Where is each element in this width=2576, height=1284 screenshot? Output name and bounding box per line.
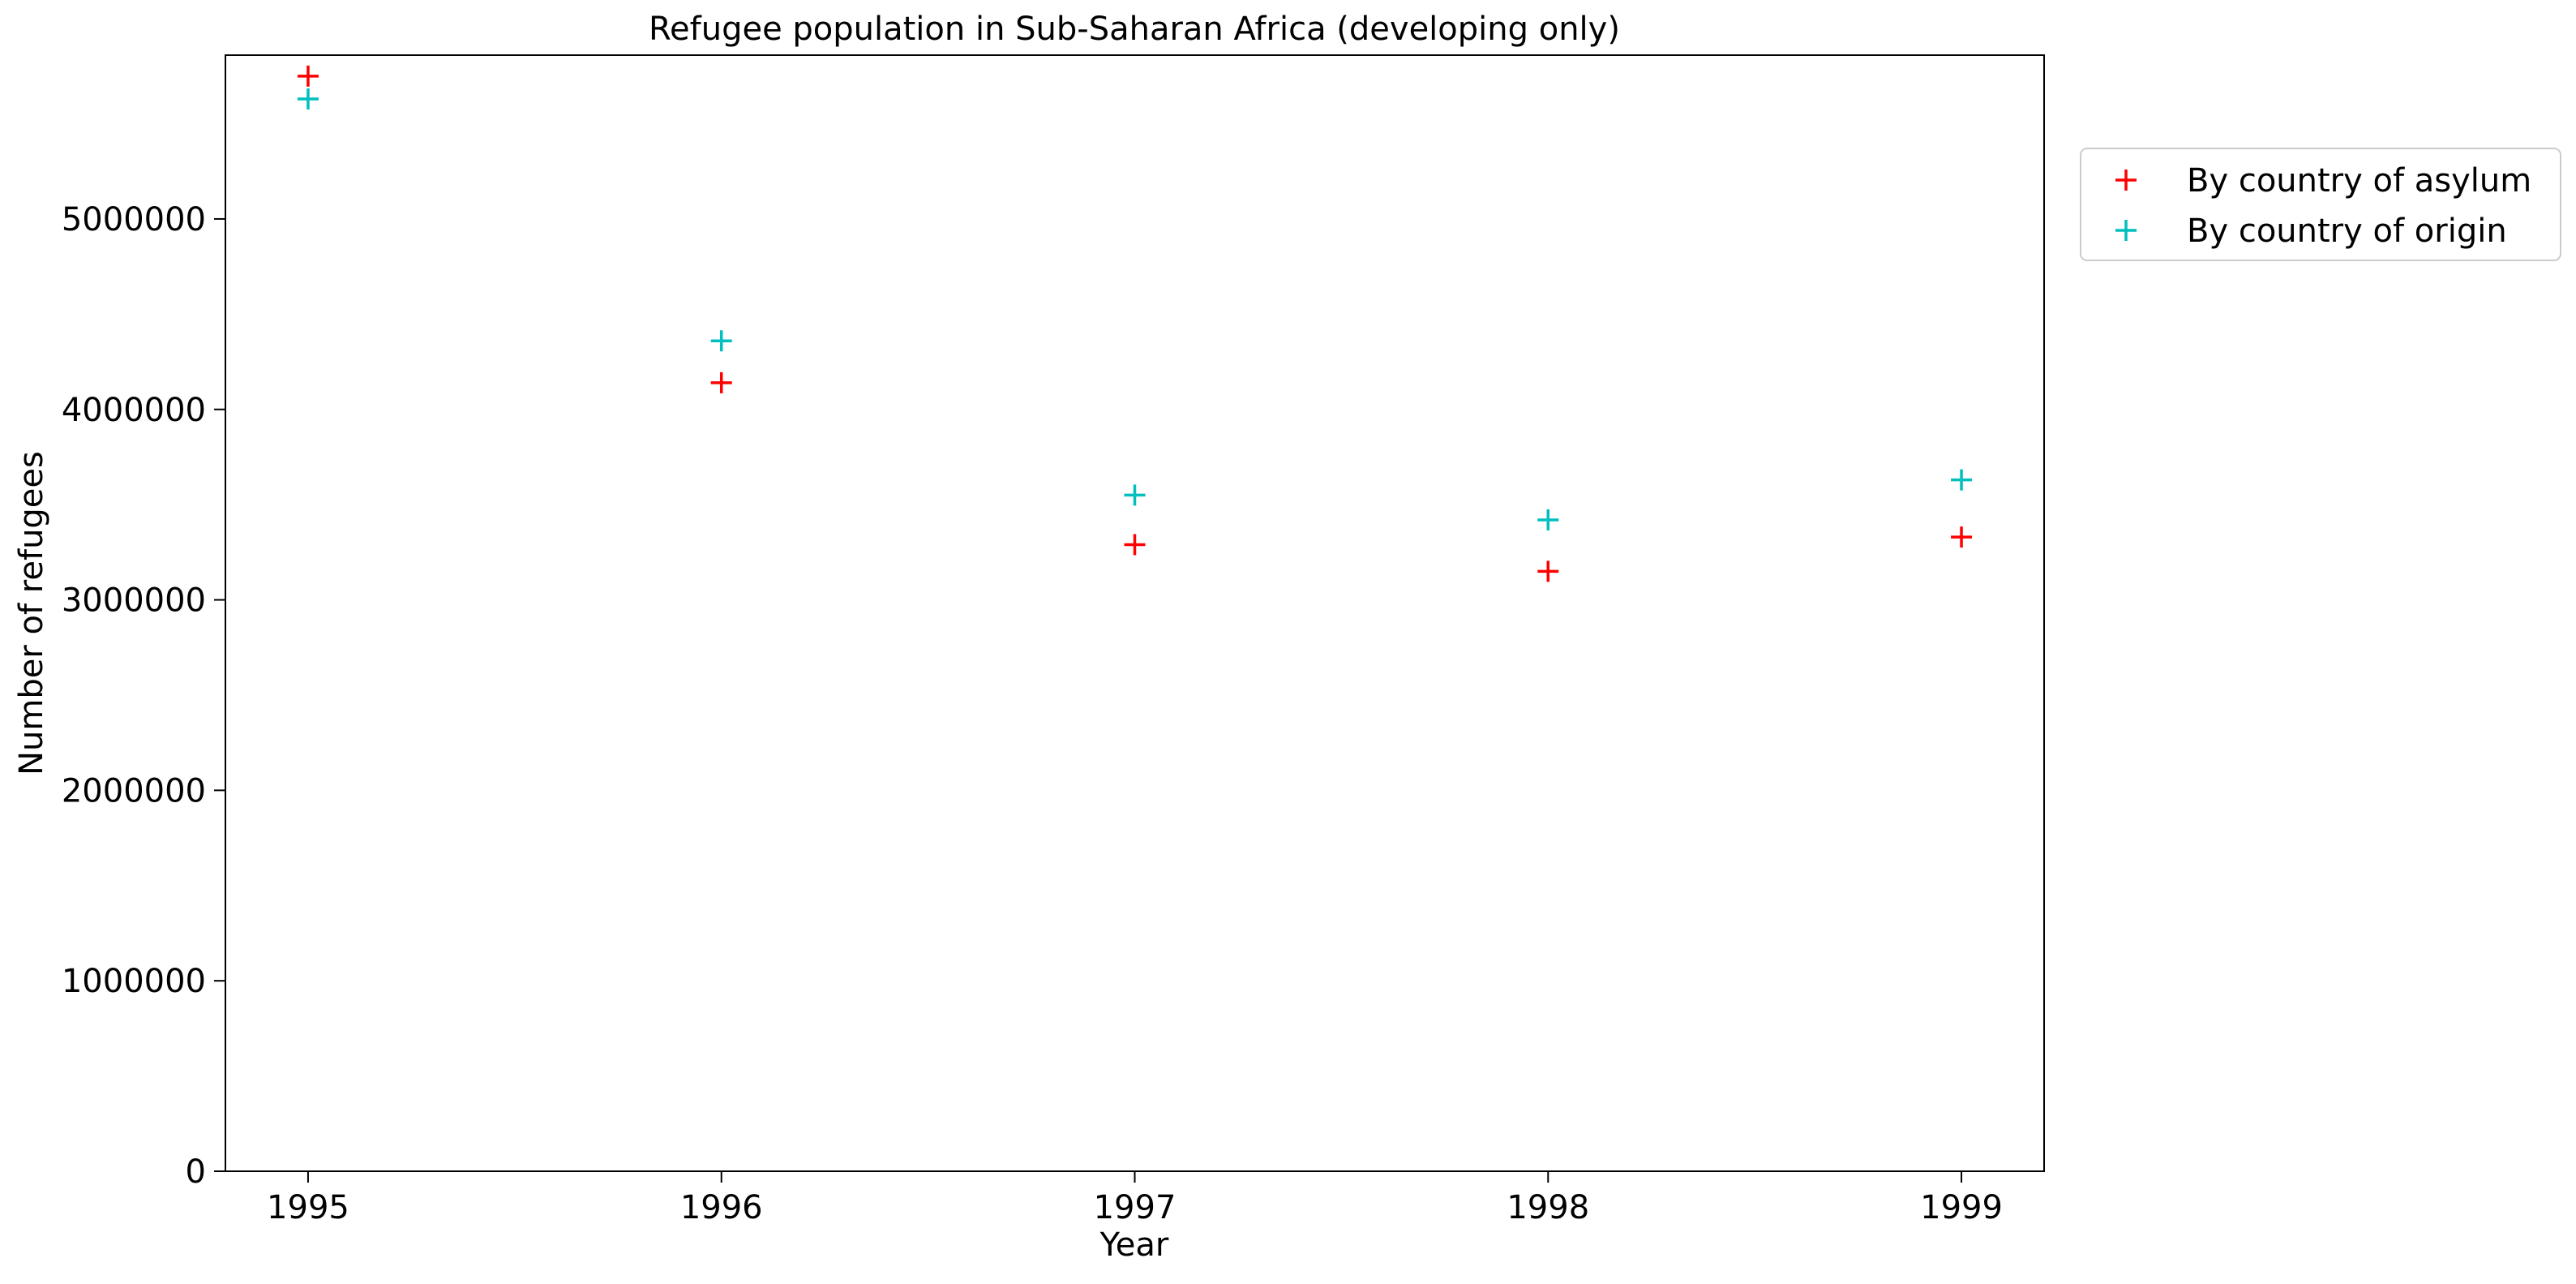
- data-point: [297, 65, 319, 87]
- data-point: [1951, 469, 1973, 491]
- x-tick-label: 1998: [1507, 1189, 1589, 1226]
- x-tick-label: 1995: [267, 1189, 349, 1226]
- y-axis: 0 1000000 2000000 3000000 4000000 5000000: [62, 201, 225, 1191]
- y-tick-label: 4000000: [62, 392, 206, 429]
- data-point: [1951, 526, 1973, 548]
- legend-label: By country of asylum: [2187, 162, 2531, 200]
- y-tick-label: 1000000: [62, 963, 206, 1000]
- x-axis-title: Year: [1099, 1226, 1169, 1264]
- x-axis: 1995 1996 1997 1998 1999: [267, 1171, 2003, 1226]
- y-tick-label: 2000000: [62, 772, 206, 809]
- legend: By country of asylum By country of origin: [2080, 148, 2561, 261]
- chart-title: Refugee population in Sub-Saharan Africa…: [649, 11, 1620, 48]
- legend-marker: [2115, 170, 2137, 191]
- data-point: [710, 371, 732, 393]
- data-points: [297, 65, 1973, 582]
- data-point: [1537, 509, 1559, 530]
- data-point: [1124, 484, 1146, 506]
- legend-frame: [2080, 148, 2561, 261]
- y-axis-title: Number of refugees: [13, 451, 50, 775]
- data-point: [297, 88, 319, 110]
- x-tick-label: 1996: [680, 1189, 763, 1226]
- y-tick-label: 3000000: [62, 582, 206, 620]
- y-tick-label: 0: [186, 1153, 206, 1191]
- data-point: [710, 330, 732, 352]
- data-point: [1124, 534, 1146, 556]
- legend-label: By country of origin: [2187, 213, 2507, 250]
- plot-area-frame: [225, 54, 2045, 1172]
- x-tick-label: 1997: [1094, 1189, 1177, 1226]
- y-tick-label: 5000000: [62, 201, 206, 238]
- data-point: [1537, 560, 1559, 582]
- x-tick-label: 1999: [1920, 1189, 2003, 1226]
- legend-marker: [2115, 220, 2137, 241]
